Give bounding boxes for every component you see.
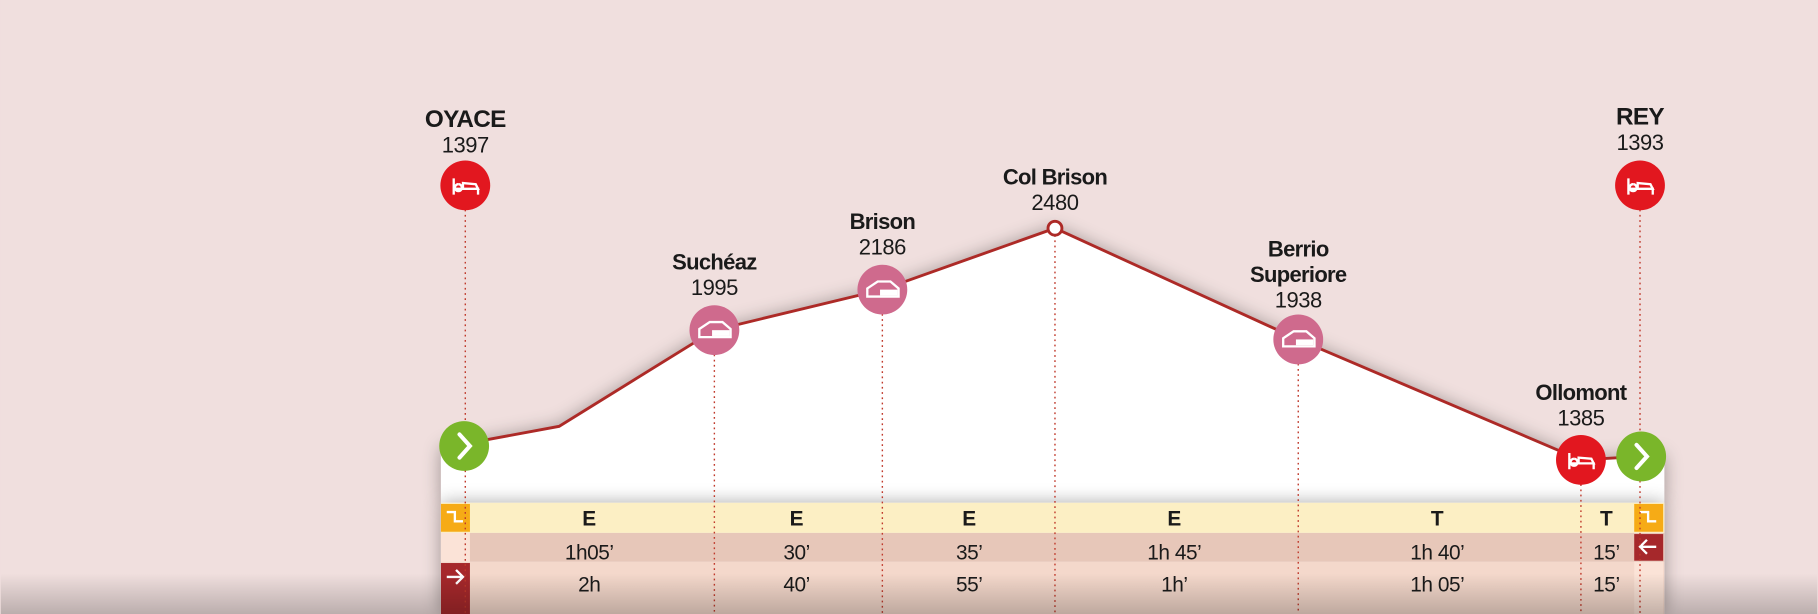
lodging-marker (1615, 160, 1665, 211)
stop-elevation: 1995 (691, 275, 738, 300)
lodging-marker (440, 160, 491, 211)
stop-name: Berrio (1268, 237, 1329, 262)
return-time: 30’ (783, 542, 809, 565)
stop-name: Brison (850, 209, 916, 234)
return-time: 35’ (956, 542, 982, 565)
bottom-shadow (0, 573, 1818, 614)
profile-area (440, 228, 1665, 503)
stop-elevation: 1393 (1616, 130, 1663, 155)
step-glyph (446, 510, 463, 523)
stop-elevation: 2186 (859, 234, 906, 259)
return-time: 1h05’ (565, 542, 614, 565)
arrow-left-glyph (1638, 539, 1657, 555)
difficulty-row (440, 502, 1665, 533)
stop-name: Ollomont (1535, 380, 1627, 405)
trailhead-marker (439, 421, 490, 471)
hut-marker (857, 264, 908, 315)
chevron-glyph (457, 432, 473, 460)
chevron-glyph (1634, 442, 1650, 471)
stop-name: OYACE (425, 106, 506, 133)
pass-marker (1046, 219, 1064, 237)
return-time: 1h 40’ (1410, 542, 1464, 565)
return-time: 15’ (1593, 542, 1619, 565)
stop-elevation: 1397 (442, 132, 489, 157)
difficulty: T (1600, 508, 1613, 531)
stop-name: Col Brison (1003, 165, 1108, 190)
stop-name: Suchéaz (672, 249, 757, 274)
stop-elevation: 2480 (1031, 190, 1078, 215)
difficulty: E (790, 508, 804, 531)
trailhead-marker (1616, 431, 1667, 482)
return-row (440, 532, 1665, 562)
stop-name: REY (1616, 104, 1664, 131)
stop-name: Superiore (1250, 262, 1347, 287)
difficulty: E (962, 508, 976, 531)
lodging-marker (1556, 435, 1606, 485)
stop-elevation: 1385 (1557, 406, 1604, 431)
difficulty: E (582, 508, 596, 531)
stop-elevation: 1938 (1275, 288, 1322, 313)
step-glyph (1640, 510, 1657, 523)
return-time: 1h 45’ (1147, 542, 1201, 565)
blank-cell (440, 532, 470, 562)
difficulty: E (1167, 508, 1181, 531)
profile-line (465, 226, 1641, 462)
profile (440, 226, 1665, 503)
difficulty: T (1431, 508, 1444, 531)
